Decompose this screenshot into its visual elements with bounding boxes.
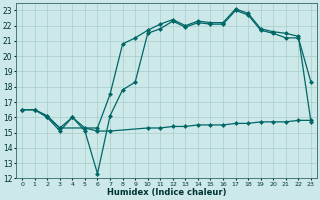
X-axis label: Humidex (Indice chaleur): Humidex (Indice chaleur): [107, 188, 226, 197]
